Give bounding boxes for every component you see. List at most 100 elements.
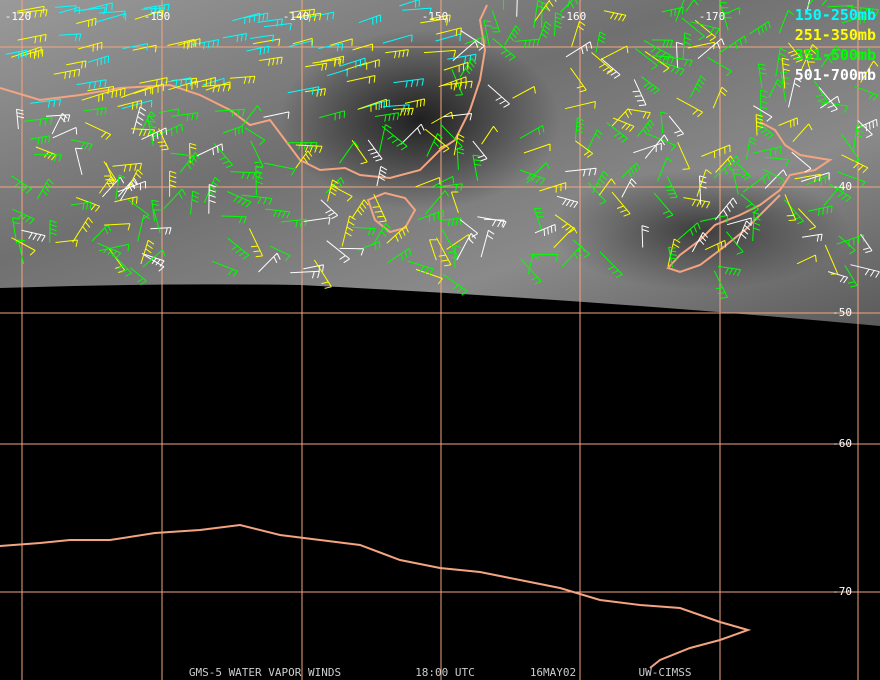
wind-barb [675, 41, 684, 68]
wind-barb [661, 6, 684, 17]
wind-barb [824, 244, 839, 275]
wind-barb [443, 113, 473, 121]
longitude-labels: -120 -130 -140 -150 -160 -170 [5, 10, 726, 23]
wind-barb [818, 86, 838, 113]
wind-barb [157, 128, 169, 151]
wind-barb [533, 208, 544, 232]
longitude-label: -150 [422, 10, 449, 23]
wind-barb [55, 239, 78, 247]
wind-barb [205, 81, 231, 91]
wind-barb [252, 38, 281, 46]
wind-barb [109, 251, 133, 277]
wind-barb [95, 13, 127, 23]
wind-barb [657, 157, 673, 182]
wind-barb [351, 140, 368, 165]
wind-barb [472, 140, 488, 162]
wind-barb [441, 229, 459, 259]
wind-barb [72, 217, 94, 243]
wind-barb [664, 176, 678, 199]
wind-barb [304, 88, 326, 97]
wind-barb [241, 105, 262, 127]
wind-barb [746, 136, 757, 159]
wind-barb [676, 97, 703, 118]
wind-barb [246, 45, 270, 55]
wind-barb [5, 49, 28, 59]
wind-barb [435, 237, 452, 267]
wind-barb [118, 177, 139, 197]
footer-text: 18:00 UTC [415, 666, 475, 679]
wind-barb [352, 43, 374, 52]
wind-barb [803, 50, 815, 72]
wind-barb [87, 86, 115, 95]
wind-barb [813, 80, 829, 105]
wind-barb [699, 175, 707, 205]
wind-barb [838, 235, 856, 255]
wind-barb [229, 75, 256, 84]
wind-barb [808, 205, 833, 216]
wind-barb [171, 112, 199, 121]
wind-barb [259, 56, 283, 66]
wind-barb [854, 85, 879, 101]
wind-barb [326, 240, 350, 264]
wind-barb [151, 199, 160, 222]
wind-barb [781, 57, 791, 89]
coastlines [0, 4, 833, 669]
wind-barb [168, 80, 198, 92]
wind-barb [420, 18, 449, 26]
wind-barb [98, 176, 116, 194]
wind-barb [591, 52, 614, 75]
wind-barb [752, 146, 782, 157]
wind-barb [12, 217, 21, 244]
wind-barb [131, 128, 156, 137]
wind-barb [553, 226, 578, 248]
wind-barb [386, 247, 412, 264]
wind-barb [117, 100, 143, 110]
wind-barb [352, 226, 376, 236]
wind-barb [142, 249, 166, 268]
wind-barb [76, 79, 107, 90]
wind-barb [627, 108, 651, 120]
wind-barb [788, 77, 802, 108]
wind-barb [392, 107, 414, 116]
wind-barb [764, 156, 790, 167]
wind-barb [258, 252, 281, 273]
wind-barb [621, 178, 637, 198]
wind-barb [753, 105, 773, 122]
wind-barb [103, 223, 131, 231]
wind-barb [358, 59, 380, 68]
wind-barb [820, 95, 840, 109]
wind-barb [438, 76, 467, 90]
wind-barb [196, 143, 224, 157]
wind-barb [52, 126, 78, 139]
wind-barb [452, 40, 479, 62]
wind-barb [305, 62, 328, 71]
wind-barb [516, 0, 518, 17]
wind-barb [215, 108, 245, 117]
wind-barb [792, 123, 813, 143]
wind-barb [653, 192, 674, 219]
wind-barb [456, 233, 477, 261]
wind-barb [554, 214, 575, 234]
wind-barb [754, 119, 774, 140]
wind-barb [372, 222, 391, 246]
wind-barb [192, 39, 220, 50]
wind-barb [440, 123, 463, 151]
wind-barb [341, 215, 356, 247]
wind-barb [850, 264, 880, 278]
wind-barb [699, 214, 729, 223]
wind-barb [755, 114, 764, 136]
wind-barb [376, 165, 388, 187]
wind-barb [802, 233, 823, 242]
wind-barb [575, 140, 594, 158]
wind-barb [837, 171, 866, 188]
wind-barb [91, 224, 112, 242]
wind-barb [75, 7, 106, 15]
wind-barb [527, 254, 540, 275]
footer-text: GMS-5 WATER VAPOR WINDS [189, 666, 341, 679]
wind-barb [502, 0, 505, 10]
wind-barb [735, 220, 752, 246]
wind-barb [450, 191, 459, 213]
wind-barb [318, 43, 344, 52]
wind-barb [432, 183, 463, 192]
wind-barb [35, 146, 57, 161]
